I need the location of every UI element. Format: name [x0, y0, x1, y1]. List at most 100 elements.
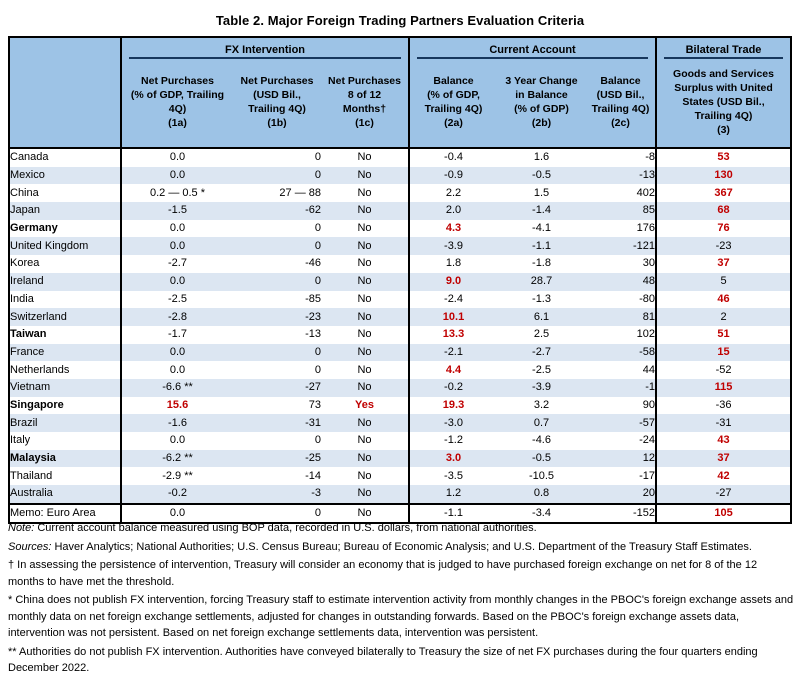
- footnote-lead: Note:: [8, 522, 35, 534]
- cell-bilateral-surplus: 5: [655, 272, 792, 291]
- cell-net-purchases-usd: -13: [305, 328, 321, 341]
- cell-ca-3yr-change: -0.5: [497, 166, 587, 185]
- cell-net-purchases-usd: 0: [314, 151, 321, 164]
- table-row: Korea -2.7 -46 No 1.8 -1.8 30 37: [9, 255, 792, 273]
- cell-net-purchases-usd: -14: [305, 469, 321, 482]
- country-cell: Germany: [10, 222, 58, 235]
- cell-bilateral-surplus: 115: [655, 378, 792, 397]
- cell-net-purchases-usd: -62: [233, 202, 321, 220]
- table-row: Japan -1.5 -62 No 2.0 -1.4 85 68: [9, 202, 792, 220]
- country-cell: Brazil: [9, 414, 121, 432]
- cell-net-purchases-usd: -27: [233, 378, 321, 397]
- country-cell: Ireland: [9, 272, 121, 291]
- cell-ca-balance-usd: 176: [636, 222, 656, 235]
- cell-ca-balance-usd: 48: [586, 272, 657, 291]
- country-cell: Italy: [10, 434, 31, 447]
- cell-bilateral-surplus: 46: [655, 290, 792, 309]
- country-cell: Malaysia: [9, 449, 121, 468]
- cell-net-purchases-gdp: 0.0: [120, 272, 233, 291]
- footnote-sources: Sources: Haver Analytics; National Autho…: [8, 539, 795, 556]
- country-cell: United Kingdom: [9, 237, 121, 256]
- table-row: Australia -0.2 -3 No 1.2 0.8 20 -27: [9, 485, 792, 504]
- table-row: Singapore 15.6 73 Yes 19.3 3.2 90 -36: [9, 396, 792, 415]
- cell-net-purchases-gdp: -6.6 **: [120, 378, 233, 397]
- cell-bilateral-surplus: -23: [655, 237, 792, 256]
- cell-net-purchases-8of12: No: [357, 292, 372, 305]
- cell-net-purchases-gdp: 0.0: [120, 361, 233, 379]
- cell-bilateral-surplus: 76: [655, 219, 792, 238]
- cell-ca-balance-gdp: 3.0: [408, 449, 498, 468]
- cell-bilateral-surplus: -27: [655, 485, 792, 504]
- col-header-net-purchases-gdp: Net Purchases (% of GDP, Trailing 4Q) (1…: [120, 59, 233, 149]
- group-header-current-account: Current Account: [408, 37, 657, 59]
- country-cell: China: [10, 186, 39, 199]
- cell-net-purchases-8of12: No: [321, 343, 410, 362]
- cell-ca-balance-gdp: -2.4: [408, 290, 498, 309]
- cell-bilateral-surplus: 51: [655, 325, 792, 344]
- col-header-net-purchases-8of12: Net Purchases 8 of 12 Months† (1c): [321, 59, 410, 149]
- col-header-ca-balance-usd: Balance (USD Bil., Trailing 4Q) (2c): [586, 59, 657, 149]
- cell-ca-balance-usd: -1: [586, 378, 657, 397]
- cell-ca-3yr-change: 0.8: [497, 485, 587, 504]
- cell-net-purchases-8of12: No: [321, 449, 410, 468]
- table-row: Canada 0.0 0 No -0.4 1.6 -8 53: [9, 148, 792, 167]
- cell-net-purchases-8of12: No: [321, 414, 410, 432]
- cell-ca-balance-usd: 81: [586, 308, 657, 326]
- cell-net-purchases-gdp: 0.0: [120, 502, 233, 524]
- cell-net-purchases-usd: -23: [233, 308, 321, 326]
- cell-net-purchases-gdp: 0.0: [120, 166, 233, 185]
- cell-ca-3yr-change: 0.7: [497, 414, 587, 432]
- cell-net-purchases-gdp: -2.7: [120, 255, 233, 273]
- cell-ca-3yr-change: -0.5: [497, 449, 587, 468]
- footnote-text: Current account balance measured using B…: [34, 522, 537, 534]
- cell-net-purchases-usd: 0: [233, 237, 321, 256]
- table-row: Netherlands 0.0 0 No 4.4 -2.5 44 -52: [9, 361, 792, 379]
- cell-ca-balance-gdp: 4.3: [408, 219, 498, 238]
- country-cell: Japan: [9, 202, 121, 220]
- cell-net-purchases-usd: -31: [233, 414, 321, 432]
- cell-net-purchases-usd: 27 — 88: [279, 186, 321, 199]
- cell-ca-balance-usd: -13: [586, 166, 657, 185]
- cell-bilateral-surplus: 2: [655, 308, 792, 326]
- country-cell: Mexico: [9, 166, 121, 185]
- cell-ca-balance-usd: -80: [639, 292, 656, 305]
- table-row: Memo: Euro Area 0.0 0 No -1.1 -3.4 -152 …: [9, 502, 792, 524]
- group-header-row: FX Intervention Current Account Bilatera…: [9, 37, 792, 59]
- cell-net-purchases-usd: 73: [308, 398, 321, 411]
- cell-ca-3yr-change: -10.5: [528, 469, 555, 482]
- table-row: Brazil -1.6 -31 No -3.0 0.7 -57 -31: [9, 414, 792, 432]
- cell-ca-balance-usd: -152: [586, 502, 657, 524]
- country-cell: France: [9, 343, 121, 362]
- cell-ca-balance-usd: 90: [642, 398, 656, 411]
- group-header-bilateral-trade: Bilateral Trade: [655, 37, 792, 59]
- cell-bilateral-surplus: 367: [655, 184, 792, 203]
- cell-ca-balance-usd: 85: [586, 202, 657, 220]
- cell-net-purchases-gdp: 0.0: [120, 432, 233, 450]
- table-row: India -2.5 -85 No -2.4 -1.3 -80 46: [9, 290, 792, 309]
- table-row: Taiwan -1.7 -13 No 13.3 2.5 102 51: [9, 325, 792, 344]
- cell-net-purchases-gdp: -1.5: [120, 202, 233, 220]
- footnote-china: * China does not publish FX intervention…: [8, 592, 795, 642]
- evaluation-criteria-table: FX Intervention Current Account Bilatera…: [8, 36, 793, 525]
- cell-net-purchases-8of12: No: [321, 272, 410, 291]
- country-cell: Thailand: [10, 469, 53, 482]
- cell-net-purchases-gdp: -2.8: [120, 308, 233, 326]
- country-cell: Vietnam: [9, 378, 121, 397]
- cell-ca-balance-usd: -58: [586, 343, 657, 362]
- page-title: Table 2. Major Foreign Trading Partners …: [215, 13, 585, 28]
- cell-net-purchases-gdp: 0.0: [120, 237, 233, 256]
- cell-ca-balance-gdp: 2.2: [408, 184, 498, 203]
- cell-net-purchases-8of12: No: [357, 328, 372, 341]
- cell-ca-3yr-change: -1.4: [497, 202, 587, 220]
- cell-bilateral-surplus: 130: [655, 166, 792, 185]
- cell-ca-3yr-change: -4.1: [532, 222, 551, 235]
- cell-ca-balance-usd: 12: [586, 449, 657, 468]
- cell-ca-3yr-change: 1.5: [533, 186, 550, 199]
- table-body: Canada 0.0 0 No -0.4 1.6 -8 53 Mexico 0.…: [9, 148, 792, 524]
- footnote-lead: Sources:: [8, 540, 52, 553]
- cell-ca-balance-gdp: -2.1: [408, 343, 498, 362]
- cell-net-purchases-8of12: No: [321, 166, 410, 185]
- cell-ca-balance-usd: -8: [645, 151, 656, 164]
- cell-net-purchases-gdp: -6.2 **: [120, 449, 233, 468]
- table-row: Vietnam -6.6 ** -27 No -0.2 -3.9 -1 115: [9, 378, 792, 397]
